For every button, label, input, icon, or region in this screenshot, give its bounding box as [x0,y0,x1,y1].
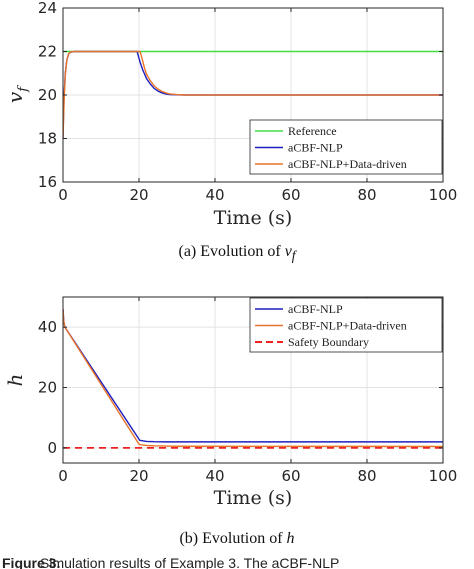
plot1-xtick-label-5: 100 [429,186,458,204]
caption-a-subscript: f [291,248,296,264]
plot2-ytick-label-0: 0 [47,439,57,457]
plot1-ytick-label-1: 18 [38,130,57,148]
plot2-series-group [63,309,443,449]
plot2-legend-label-2: Safety Boundary [288,335,369,349]
plot1-legend-label-2: aCBF-NLP+Data-driven [288,157,407,171]
plot1-series-2-line [63,50,443,139]
caption-b: (b) Evolution of h [0,530,474,548]
plot1-xtick-label-1: 20 [129,186,148,204]
plot1-xtick-label-2: 40 [205,186,224,204]
plot2-xtick-label-0: 0 [58,467,68,485]
plot1-ytick-label-2: 20 [38,86,57,104]
plot2-ytick-label-2: 40 [38,318,57,336]
plot2-xtick-label-1: 20 [129,467,148,485]
plot1-xtick-label-3: 60 [281,186,300,204]
plot1-xtick-label-4: 80 [357,186,376,204]
plot2-xtick-label-3: 60 [281,467,300,485]
plot1-series-group [63,50,443,139]
plot1-ytick-label-3: 22 [38,43,57,61]
plot2-xtick-label-4: 80 [357,467,376,485]
plot1-legend-label-0: Reference [288,124,337,138]
caption-a: (a) Evolution of vf [0,243,474,264]
footer-figure-label: Figure 3. [2,556,61,569]
plot2-axes-frame [62,296,444,464]
plot2-legend-label-1: aCBF-NLP+Data-driven [288,319,407,333]
figure-footer: Figure 3. Simulation results of Example … [0,556,474,569]
plot2-xtick-label-2: 40 [205,467,224,485]
plot2-legend-label-0: aCBF-NLP [288,302,343,316]
plot1-ytick-label-4: 24 [38,0,57,17]
plot1-xlabel: Time (s) [214,207,293,229]
plot2-ylabel: h [3,374,27,387]
plot2-ytick-label-1: 20 [38,379,57,397]
plot-velocity: 0 20 40 60 80 100 16 18 20 22 24 Time (s) vf Referenc… [3,0,457,229]
plot1-ytick-label-0: 16 [38,173,57,191]
caption-a-variable: v [284,243,292,260]
caption-b-text: (b) Evolution of [179,530,287,547]
plot1-ylabel-subscript: f [16,85,31,93]
plot1-xtick-label-0: 0 [58,186,68,204]
plot2-xtick-label-5: 100 [429,467,458,485]
plot-distance: 0 20 40 60 80 100 0 20 40 Time (s) h aCBF-NLP aCBF-N… [3,296,458,509]
plot1-legend-label-1: aCBF-NLP [288,141,343,155]
plot2-xlabel: Time (s) [214,487,293,509]
footer-text: Simulation results of Example 3. The aCB… [40,556,340,569]
caption-b-variable: h [286,530,295,547]
plot2-series-1-line [63,309,443,448]
caption-a-text: (a) Evolution of [178,243,285,260]
plot1-ylabel: vf [3,85,31,103]
